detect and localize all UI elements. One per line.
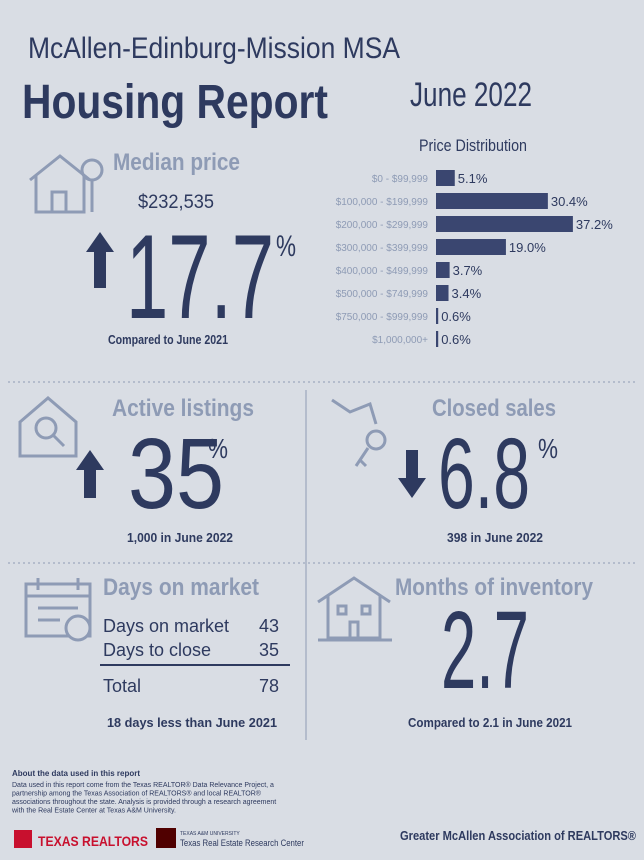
unit: % <box>276 230 296 263</box>
big-value: 2.7 <box>441 589 529 712</box>
category-label: $0 - $99,999 <box>372 174 429 185</box>
report-title: Housing Report <box>22 76 328 129</box>
value-label: 0.6% <box>441 332 471 347</box>
row-value: 78 <box>259 676 279 696</box>
section-title: Closed sales <box>432 395 556 422</box>
calendar-icon <box>24 578 92 642</box>
about-line: associations throughout the state. Analy… <box>12 799 276 806</box>
section-title: Median price <box>113 149 240 176</box>
about-text: Data used in this report come from the T… <box>11 781 276 815</box>
row-label: Total <box>103 676 141 696</box>
value-label: 0.6% <box>441 309 471 324</box>
row-value: 43 <box>259 616 279 636</box>
association: Greater McAllen Association of REALTORS® <box>400 828 636 843</box>
category-label: $300,000 - $399,999 <box>336 243 429 254</box>
value-label: 3.4% <box>452 286 482 301</box>
about-line: Data used in this report come from the T… <box>12 781 274 789</box>
value-label: 19.0% <box>509 240 546 255</box>
about-line: with the Real Estate Center at Texas A&M… <box>11 808 176 815</box>
section-title: Days on market <box>103 574 259 601</box>
price-distribution-chart: Price Distribution $0 - $99,999 5.1% $100,… <box>336 136 613 347</box>
building-icon <box>317 576 392 642</box>
value-label: 30.4% <box>551 194 588 209</box>
section-title: Months of inventory <box>395 574 594 601</box>
row-label: Days to close <box>103 640 211 660</box>
value-label: 37.2% <box>576 217 613 232</box>
category-label: $750,000 - $999,999 <box>336 312 429 323</box>
row-value: 35 <box>259 640 279 660</box>
bar <box>436 308 439 324</box>
about-title: About the data used in this report <box>12 769 140 778</box>
row-label: Days on market <box>103 616 229 636</box>
logo-text: TEXAS REALTORS <box>38 833 148 849</box>
arrow-down <box>398 450 426 498</box>
unit: % <box>538 433 558 464</box>
category-label: $100,000 - $199,999 <box>336 197 429 208</box>
category-label: $1,000,000+ <box>372 335 428 346</box>
note: 398 in June 2022 <box>447 530 543 545</box>
big-change: 35 <box>128 418 224 530</box>
house-icon <box>29 154 104 214</box>
big-change: 17.7 <box>126 210 274 344</box>
bar <box>436 262 450 278</box>
about-line: partnership among the Texas Association … <box>12 790 262 798</box>
bar <box>436 285 449 301</box>
value-label: 5.1% <box>458 171 488 186</box>
search-house-icon <box>18 396 78 458</box>
bar <box>436 216 573 232</box>
note: 1,000 in June 2022 <box>127 530 233 545</box>
logo-text: TEXAS A&M UNIVERSITY <box>180 831 240 837</box>
note: Compared to 2.1 in June 2021 <box>408 715 572 730</box>
arrow-up <box>76 450 104 498</box>
arrow-up <box>86 232 114 288</box>
report-date: June 2022 <box>410 76 532 114</box>
key-icon <box>331 398 387 468</box>
region: McAllen-Edinburg-Mission MSA <box>28 32 400 65</box>
bar <box>436 331 439 347</box>
section-title: Active listings <box>112 395 254 422</box>
note: 18 days less than June 2021 <box>107 715 277 730</box>
unit: % <box>208 433 228 464</box>
category-label: $500,000 - $749,999 <box>336 289 429 300</box>
days-table: Days on market 43 Days to close 35 Total 78 <box>103 616 279 696</box>
bar <box>436 170 455 186</box>
logo-text: Texas Real Estate Research Center <box>180 838 304 848</box>
realtors-mark <box>14 830 32 848</box>
category-label: $400,000 - $499,999 <box>336 266 429 277</box>
median-price: $232,535 <box>138 192 214 213</box>
note: Compared to June 2021 <box>108 332 228 347</box>
value-label: 3.7% <box>453 263 483 278</box>
bar <box>436 193 548 209</box>
chart-title: Price Distribution <box>419 136 527 155</box>
big-change: 6.8 <box>438 418 530 530</box>
category-label: $200,000 - $299,999 <box>336 220 429 231</box>
tamu-mark <box>156 828 176 848</box>
bar <box>436 239 506 255</box>
